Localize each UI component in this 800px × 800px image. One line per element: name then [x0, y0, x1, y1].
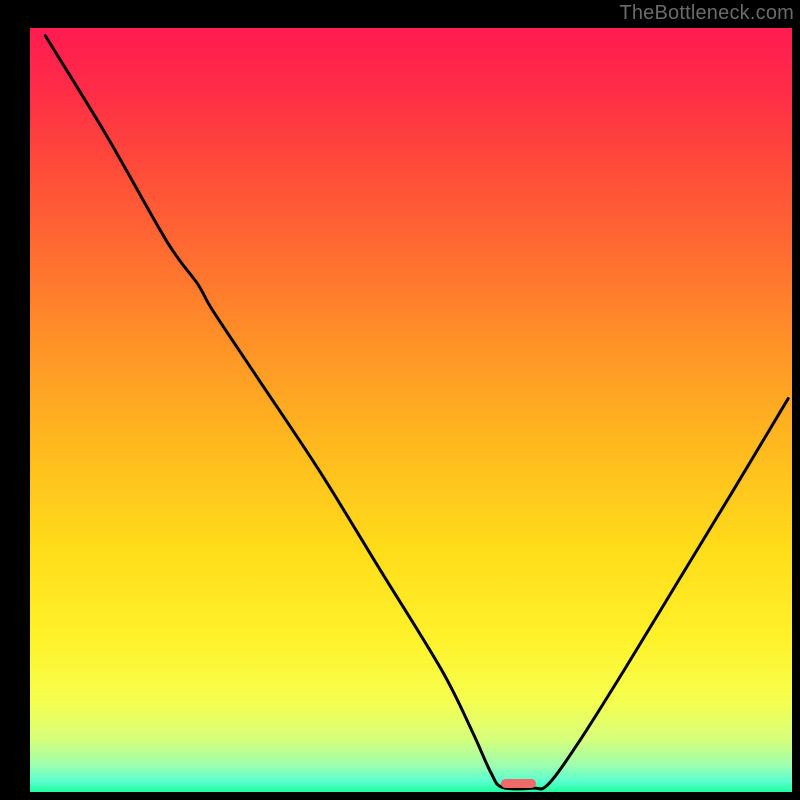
chart-frame: TheBottleneck.com: [0, 0, 800, 800]
optimum-marker: [501, 779, 535, 788]
watermark-text: TheBottleneck.com: [619, 2, 794, 25]
bottleneck-curve: [30, 28, 792, 792]
curve-path: [45, 36, 788, 789]
plot-area: [30, 28, 792, 792]
